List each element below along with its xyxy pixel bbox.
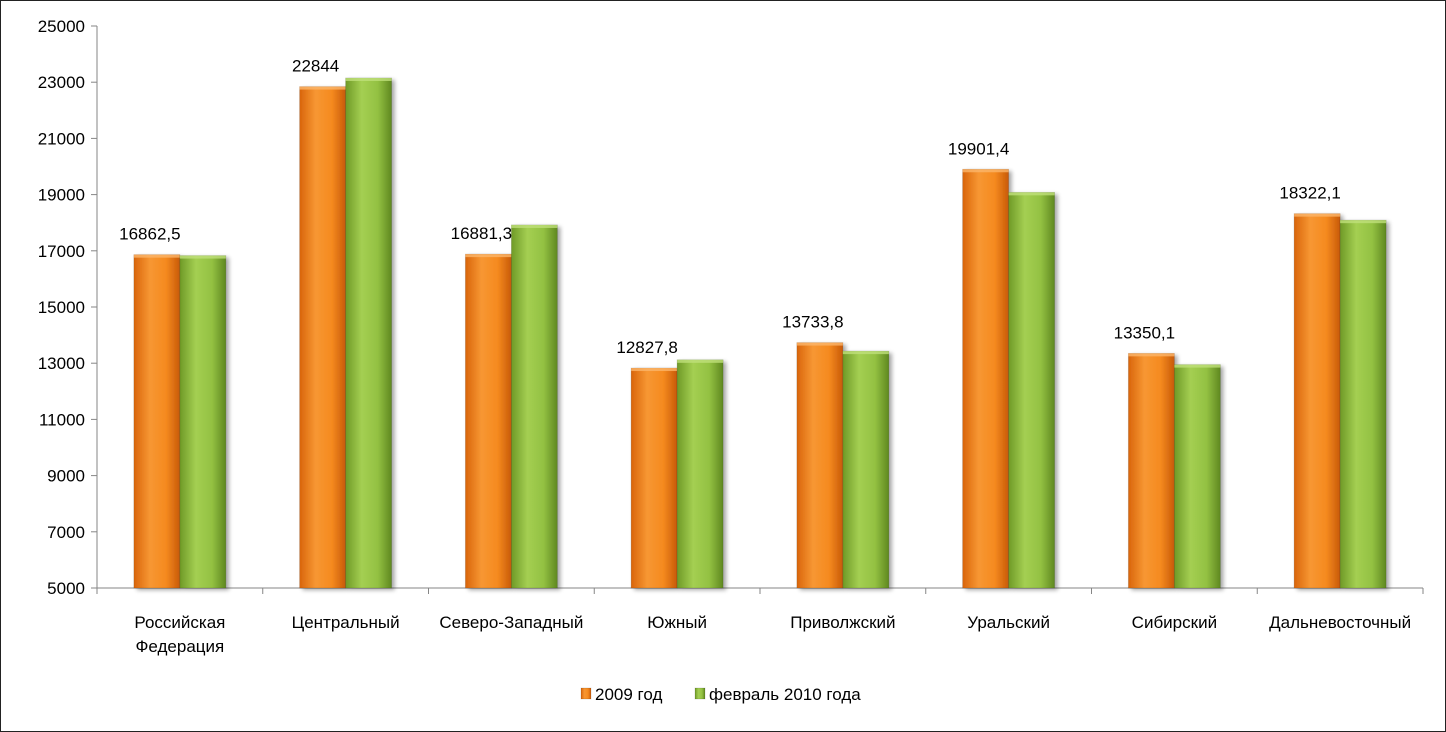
data-label: 22844 [292,57,339,76]
y-tick-label: 15000 [38,298,85,317]
data-labels: 16862,5 22844 16881,3 12827,8 13733,8 19901,4… [119,57,1341,357]
x-category-label: Центральный [292,613,400,632]
legend: 2009 год февраль 2010 года [580,685,861,704]
bar-feb-2010 [842,350,890,589]
bar-2009 [796,342,844,589]
bar-feb-2010 [345,77,393,589]
data-label: 16881,3 [451,224,512,243]
data-label: 19901,4 [948,139,1009,158]
y-tick-label: 23000 [38,73,85,92]
x-category-label: Российская Федерация [134,613,225,656]
bar-feb-2010-highlight [511,224,558,228]
legend-swatch [694,687,706,700]
bar-feb-2010 [1173,364,1221,589]
bar-2009 [299,86,347,589]
y-tick-label: 19000 [38,186,85,205]
bar-feb-2010 [1008,191,1056,589]
x-category-label: Уральский [967,613,1050,632]
x-category-label: Дальневосточный [1269,613,1411,632]
x-category-label: Приволжский [790,613,895,632]
data-label: 13350,1 [1114,323,1175,342]
bar-2009 [630,367,678,589]
y-tick-label: 7000 [47,523,85,542]
data-label: 12827,8 [616,338,677,357]
bar-feb-2010-highlight [179,255,226,259]
y-tick-label: 21000 [38,129,85,148]
bar-2009-highlight [1294,213,1341,217]
axes: 5000 7000 9000 11000 13000 15000 17000 19000 210… [38,17,1424,656]
data-label: 16862,5 [119,225,180,244]
bar-2009-highlight [1128,353,1175,357]
legend-swatch [580,687,592,700]
bar-feb-2010-highlight [1174,364,1221,368]
y-tick-label: 9000 [47,467,85,486]
y-tick-label: 5000 [47,579,85,598]
bar-feb-2010 [179,255,227,589]
bar-2009-highlight [962,169,1009,173]
bar-2009 [464,253,512,589]
legend-label: 2009 год [595,685,662,704]
y-tick-label: 13000 [38,354,85,373]
legend-label: февраль 2010 года [709,685,861,704]
y-tick-label: 17000 [38,242,85,261]
bar-feb-2010 [676,359,724,589]
bar-feb-2010-highlight [677,359,724,363]
bar-2009-highlight [631,368,678,372]
bar-2009 [1293,213,1341,589]
y-tick-label: 25000 [38,17,85,36]
bar-feb-2010-highlight [1340,220,1387,224]
bar-feb-2010 [1339,219,1387,589]
bar-2009 [962,168,1010,589]
x-category-label: Южный [647,613,707,632]
y-tick-label: 11000 [39,410,85,429]
bar-2009 [133,254,181,589]
bar-feb-2010-highlight [842,351,889,355]
bar-2009-highlight [465,254,512,258]
x-category-label: Северо-Западный [439,613,583,632]
bar-feb-2010 [510,224,558,589]
bar-2009-highlight [133,254,180,258]
data-label: 13733,8 [782,313,843,332]
bar-2009-highlight [299,86,346,90]
x-category-label: Сибирский [1132,613,1217,632]
bar-feb-2010-highlight [1008,192,1055,196]
bar-2009 [1127,352,1175,589]
bars [133,77,1387,589]
bar-feb-2010-highlight [345,77,392,81]
data-label: 18322,1 [1279,184,1340,203]
bar-2009-highlight [796,342,843,346]
